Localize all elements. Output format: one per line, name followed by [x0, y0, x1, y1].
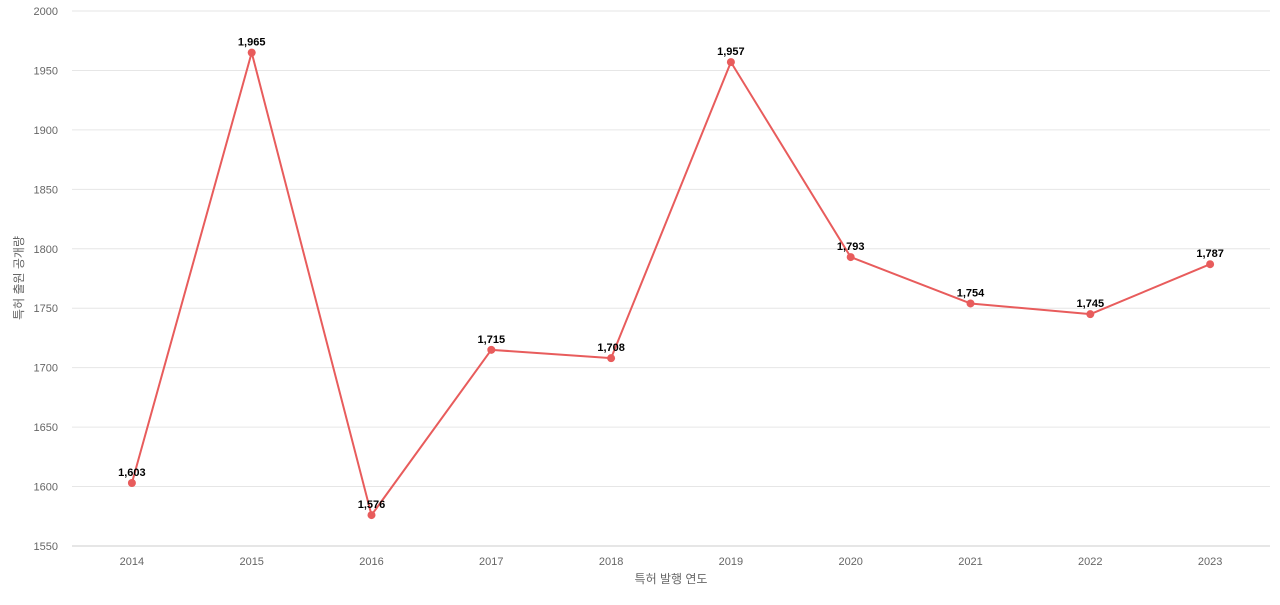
- x-tick-label: 2023: [1198, 556, 1222, 568]
- x-axis-title: 특허 발행 연도: [635, 571, 708, 586]
- data-label: 1,715: [478, 334, 506, 346]
- data-label: 1,965: [238, 37, 266, 49]
- data-point: [127, 478, 136, 487]
- y-tick-label: 1650: [34, 422, 58, 434]
- y-tick-label: 1800: [34, 244, 58, 256]
- data-point: [846, 253, 855, 262]
- data-label: 1,745: [1077, 298, 1105, 310]
- x-tick-label: 2020: [838, 556, 862, 568]
- data-point: [487, 345, 496, 354]
- data-label: 1,603: [118, 467, 146, 479]
- x-tick-label: 2022: [1078, 556, 1102, 568]
- x-tick-label: 2015: [239, 556, 263, 568]
- x-tick-label: 2021: [958, 556, 982, 568]
- data-label: 1,957: [717, 46, 745, 58]
- y-tick-label: 1550: [34, 541, 58, 553]
- y-axis-title: 특허 출원 공개량: [12, 236, 26, 320]
- data-label: 1,708: [597, 342, 625, 354]
- y-axis: 1550 1600 1650 1700 1750 1800 1850 1900 1950 2000: [34, 6, 58, 553]
- y-tick-label: 1600: [34, 482, 58, 494]
- data-points: [127, 48, 1215, 520]
- data-point: [1206, 260, 1215, 269]
- x-tick-label: 2017: [479, 556, 503, 568]
- y-tick-label: 2000: [34, 6, 58, 18]
- y-tick-label: 1850: [34, 184, 58, 196]
- data-point: [367, 511, 376, 520]
- data-label: 1,793: [837, 241, 865, 253]
- series-line: [130, 51, 1211, 517]
- x-axis: 2014 2015 2016 2017 2018 2019 2020 2021 2022 2023: [72, 545, 1270, 568]
- y-tick-label: 1750: [34, 303, 58, 315]
- series-line-group: [130, 51, 1211, 517]
- x-tick-label: 2016: [359, 556, 383, 568]
- data-labels: 1,603 1,965 1,576 1,715 1,708 1,957 1,793 1,754…: [118, 37, 1224, 511]
- data-point: [607, 354, 616, 363]
- data-point: [247, 48, 256, 57]
- data-label: 1,754: [957, 287, 985, 299]
- y-tick-label: 1900: [34, 125, 58, 137]
- x-tick-label: 2019: [719, 556, 743, 568]
- data-point: [1086, 310, 1095, 319]
- data-point: [726, 58, 735, 67]
- data-label: 1,576: [358, 499, 386, 511]
- y-tick-label: 1700: [34, 363, 58, 375]
- gridlines: [72, 10, 1270, 488]
- data-point: [966, 299, 975, 308]
- x-tick-label: 2014: [120, 556, 144, 568]
- y-tick-label: 1950: [34, 65, 58, 77]
- data-label: 1,787: [1196, 248, 1224, 260]
- x-tick-label: 2018: [599, 556, 623, 568]
